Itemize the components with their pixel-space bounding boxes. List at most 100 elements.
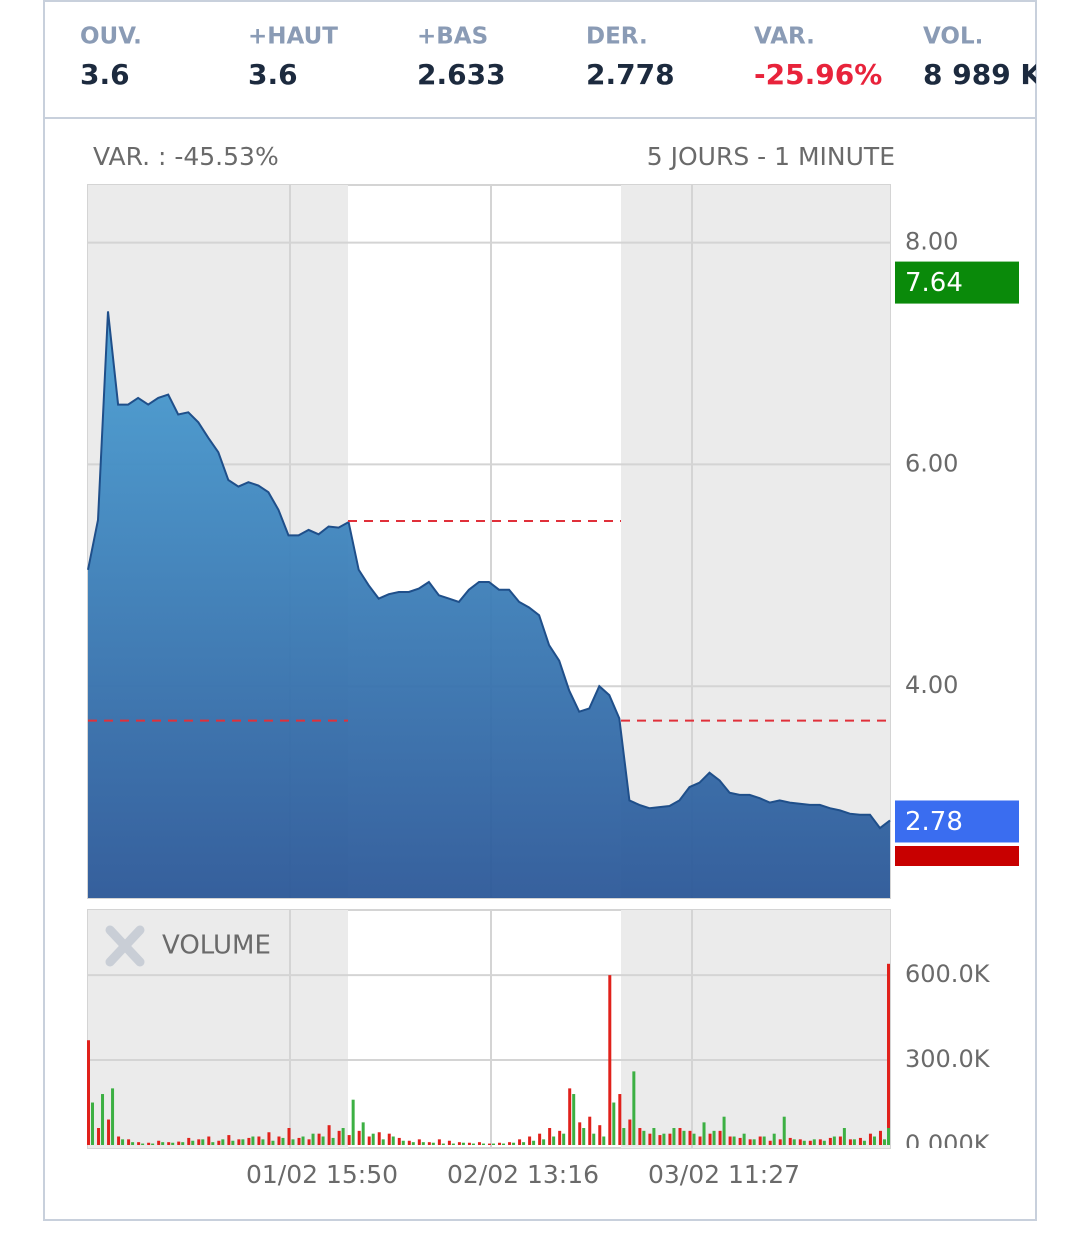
price-line [87, 311, 891, 830]
volume-bar [481, 1143, 485, 1145]
volume-bar [197, 1139, 201, 1145]
volume-bar [828, 1137, 832, 1145]
volume-bar [227, 1135, 231, 1145]
volume-bar [488, 1143, 491, 1145]
volume-bar [738, 1137, 742, 1145]
price-label: 7.64 [905, 268, 963, 298]
volume-bar [391, 1136, 395, 1145]
volume-bar [818, 1139, 822, 1145]
volume-bar [141, 1143, 145, 1145]
volume-bar [702, 1122, 706, 1145]
volume-bar [492, 1143, 495, 1145]
stat-label: OUV. [80, 24, 142, 50]
volume-bar [171, 1142, 175, 1145]
volume-bar [457, 1142, 461, 1145]
volume-bar [201, 1139, 205, 1145]
price-label-box [895, 800, 1019, 843]
volume-bar [868, 1133, 872, 1145]
volume-bar [572, 1094, 576, 1145]
volume-bar [241, 1139, 245, 1145]
volume-bar [642, 1130, 646, 1145]
stat-value: 3.6 [248, 58, 298, 91]
volume-bar [217, 1140, 221, 1145]
volume-bar [582, 1128, 586, 1145]
volume-bar [371, 1133, 375, 1145]
volume-bar [437, 1139, 441, 1145]
volume-bar [377, 1132, 381, 1145]
volume-bar [518, 1139, 522, 1145]
volume-bar [311, 1133, 315, 1145]
volume-bar [107, 1119, 111, 1145]
volume-bar [287, 1128, 291, 1145]
volume-bar [512, 1142, 516, 1145]
volume-bar [862, 1140, 866, 1145]
volume-bar [648, 1133, 652, 1145]
volume-bar [187, 1137, 191, 1145]
volume-bar [588, 1116, 592, 1145]
volume-bar [431, 1142, 435, 1145]
volume-bar [552, 1136, 556, 1145]
volume-bar [878, 1130, 882, 1145]
volume-bar [281, 1137, 285, 1145]
volume-bar [562, 1133, 566, 1145]
volume-bar [461, 1142, 465, 1145]
volume-bar [341, 1128, 345, 1145]
close-icon[interactable] [105, 925, 145, 967]
volume-bar [317, 1133, 321, 1145]
volume-bar [592, 1133, 596, 1145]
volume-bar [417, 1139, 421, 1145]
change: VAR. : -45.53% [93, 142, 279, 171]
volume-bar [117, 1136, 121, 1145]
volume-bar [101, 1094, 105, 1145]
y-tick-label: 300.0K [905, 1045, 991, 1073]
volume-bar [271, 1140, 275, 1145]
volume-bar [538, 1133, 542, 1145]
volume-bar [808, 1140, 812, 1145]
volume-chart: 0.000K 300.0K 600.0K [87, 960, 991, 1158]
volume-bar [231, 1140, 235, 1145]
volume-bar [277, 1136, 281, 1145]
volume-bar [367, 1136, 371, 1145]
volume-bar [331, 1137, 335, 1145]
volume-bar [672, 1128, 676, 1145]
volume-bar [327, 1125, 331, 1145]
y-tick-label: 0.000K [905, 1130, 991, 1158]
volume-bar [441, 1143, 445, 1145]
volume-bar [477, 1142, 481, 1145]
stat-value: 8 989 K [923, 58, 1043, 91]
volume-bar [652, 1128, 656, 1145]
volume-bar [87, 1040, 90, 1145]
volume-bar [508, 1142, 512, 1145]
volume-bar [882, 1139, 886, 1145]
volume-bar [471, 1143, 475, 1145]
volume-bar [177, 1141, 181, 1145]
volume-bar [97, 1128, 101, 1145]
volume-bar [361, 1122, 365, 1145]
volume-bar [748, 1139, 752, 1145]
x-tick-label: 03/02 11:27 [648, 1160, 800, 1189]
volume-bar [712, 1130, 716, 1145]
volume-bar [532, 1140, 536, 1145]
volume-bar [542, 1139, 546, 1145]
stat-value: 3.6 [80, 58, 130, 91]
volume-bar [548, 1128, 552, 1145]
volume-bar [832, 1136, 836, 1145]
volume-bar [762, 1136, 766, 1145]
volume-bar [722, 1116, 726, 1145]
volume-bar [257, 1136, 261, 1145]
volume-bar [887, 963, 890, 1145]
price-label: 2.78 [905, 807, 963, 837]
volume-bar [167, 1142, 171, 1145]
volume-bar [612, 1102, 616, 1145]
session-shade [621, 185, 890, 898]
volume-bar [351, 1099, 355, 1145]
volume-bar [251, 1136, 255, 1145]
volume-bar [628, 1119, 632, 1145]
volume-bar [357, 1130, 361, 1145]
volume-bar [732, 1136, 736, 1145]
volume-bar [502, 1143, 506, 1145]
volume-bar [91, 1102, 94, 1145]
volume-title: VOLUME [162, 931, 271, 961]
volume-bar [261, 1139, 265, 1145]
